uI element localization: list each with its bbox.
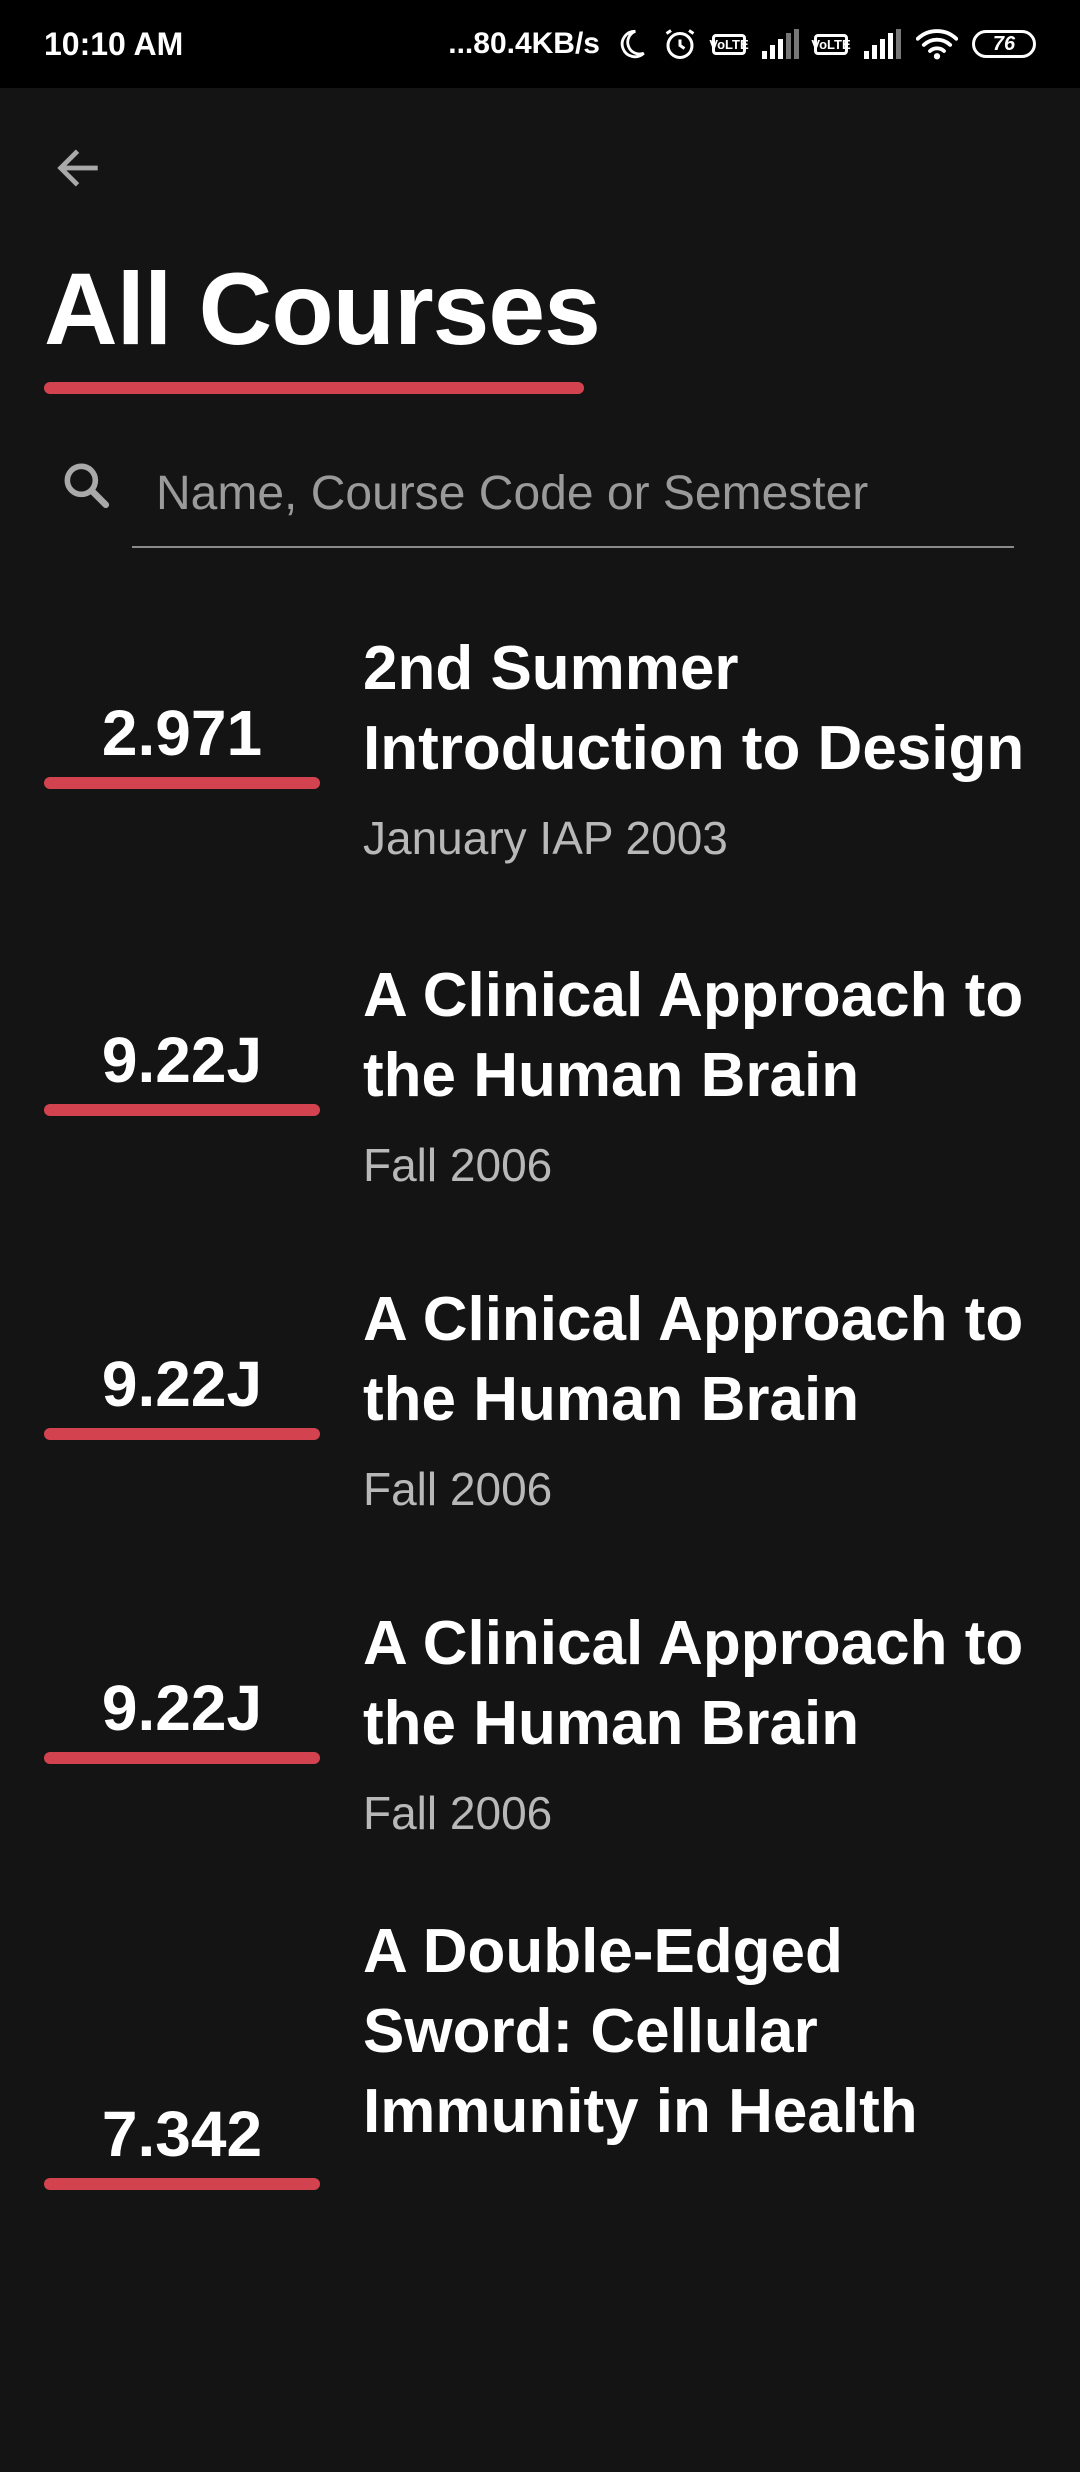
course-info: A Clinical Approach to the Human Brain F… (363, 1280, 1080, 1512)
arrow-left-icon (57, 149, 98, 187)
title-underline (44, 382, 584, 394)
course-code-block: 2.971 (44, 701, 320, 789)
moon-icon (614, 27, 648, 61)
battery-level: 76 (992, 32, 1016, 55)
course-code: 7.342 (101, 2098, 263, 2170)
course-name: A Clinical Approach to the Human Brain (363, 1285, 1024, 1434)
course-code-column: 9.22J (0, 910, 363, 1234)
volte-icon: VoLTE (709, 33, 749, 55)
course-info: A Clinical Approach to the Human Brain F… (363, 956, 1080, 1188)
network-speed: ...80.4KB/s (448, 27, 600, 60)
course-semester: Fall 2006 (363, 1139, 553, 1191)
alarm-icon (662, 26, 698, 62)
course-code-block: 9.22J (44, 1676, 320, 1764)
course-item[interactable]: 2.971 2nd Summer Introduction to Design … (0, 580, 1080, 910)
course-info: 2nd Summer Introduction to Design Januar… (363, 629, 1080, 861)
course-code-column: 7.342 (0, 1912, 363, 2472)
course-code-column: 2.971 (0, 580, 363, 910)
course-name: A Double-Edged Sword: Cellular Immunity … (363, 1917, 918, 2146)
course-info: A Clinical Approach to the Human Brain F… (363, 1604, 1080, 1836)
search-icon (56, 455, 116, 515)
course-list: 2.971 2nd Summer Introduction to Design … (0, 580, 1080, 2282)
course-code: 9.22J (101, 1348, 263, 1420)
signal-icon (760, 29, 800, 59)
course-semester: Fall 2006 (363, 1787, 553, 1839)
course-code-underline (44, 1428, 320, 1440)
course-code-block: 7.342 (44, 2102, 320, 2190)
signal-icon-2 (862, 29, 902, 59)
course-code-underline (44, 1752, 320, 1764)
course-code: 2.971 (101, 697, 263, 769)
course-code-column: 9.22J (0, 1234, 363, 1558)
page-title: All Courses (44, 252, 601, 366)
battery-icon: 76 (972, 30, 1036, 58)
course-code: 9.22J (101, 1672, 263, 1744)
search-input[interactable] (132, 440, 1014, 548)
course-name: 2nd Summer Introduction to Design (363, 634, 1025, 783)
course-semester: Fall 2006 (363, 1463, 553, 1515)
status-time: 10:10 AM (44, 25, 184, 62)
course-code-underline (44, 2178, 320, 2190)
course-name: A Clinical Approach to the Human Brain (363, 1609, 1024, 1758)
course-info: A Double-Edged Sword: Cellular Immunity … (363, 1912, 1080, 2178)
course-item[interactable]: 9.22J A Clinical Approach to the Human B… (0, 1234, 1080, 1558)
status-bar: 10:10 AM ...80.4KB/s VoLTE VoLTE 76 (0, 0, 1080, 88)
course-code-underline (44, 1104, 320, 1116)
course-item[interactable]: 9.22J A Clinical Approach to the Human B… (0, 910, 1080, 1234)
back-button[interactable] (40, 130, 116, 206)
status-icons: ...80.4KB/s VoLTE VoLTE 76 (448, 26, 1036, 62)
course-item[interactable]: 7.342 A Double-Edged Sword: Cellular Imm… (0, 1882, 1080, 2282)
course-item[interactable]: 9.22J A Clinical Approach to the Human B… (0, 1558, 1080, 1882)
course-code-block: 9.22J (44, 1352, 320, 1440)
volte-icon-2: VoLTE (811, 33, 851, 55)
course-code-block: 9.22J (44, 1028, 320, 1116)
course-name: A Clinical Approach to the Human Brain (363, 961, 1024, 1110)
wifi-icon (916, 28, 958, 60)
course-semester: January IAP 2003 (363, 812, 728, 864)
course-code-underline (44, 777, 320, 789)
course-code: 9.22J (101, 1024, 263, 1096)
course-code-column: 9.22J (0, 1558, 363, 1882)
